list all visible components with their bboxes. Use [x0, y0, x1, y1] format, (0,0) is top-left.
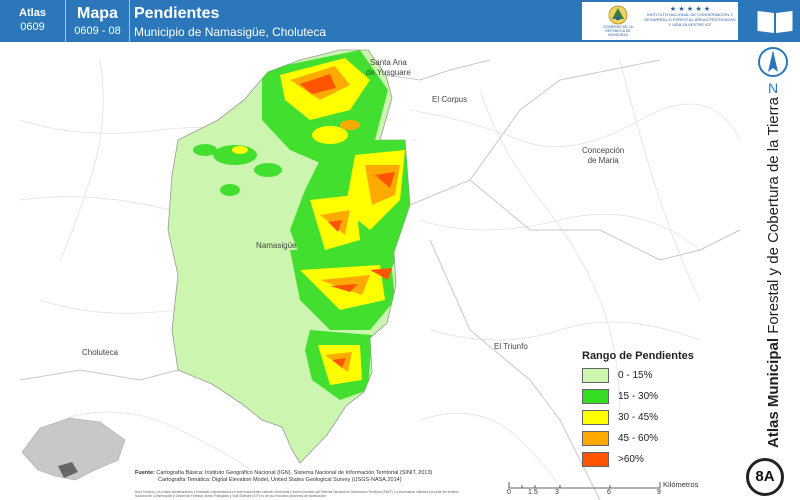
- right-sidebar: N: [750, 0, 800, 500]
- source-label: Fuente:: [135, 470, 155, 476]
- place-el-corpus: El Corpus: [432, 95, 468, 104]
- legend-label: 45 - 60%: [618, 433, 659, 444]
- atlas-cell: Atlas 0609: [0, 0, 66, 42]
- atlas-title-bold: Atlas Municipal: [765, 337, 782, 448]
- scale-tick: 6: [607, 489, 611, 496]
- slope-legend: Rango de Pendientes 0 - 15% 15 - 30% 30 - …: [582, 350, 732, 473]
- atlas-book-button[interactable]: [750, 0, 800, 42]
- road-network: [19, 59, 741, 491]
- atlas-title-rest: Forestal y de Cobertura de la Tierra: [765, 97, 782, 334]
- atlas-code: 0609: [20, 21, 45, 33]
- legend-swatch: [582, 410, 609, 425]
- legend-item: 45 - 60%: [582, 431, 732, 452]
- legend-swatch: [582, 431, 609, 446]
- municipal-borders: [19, 59, 741, 500]
- legend-swatch: [582, 389, 609, 404]
- source-line2: Cartografía Temática: Digital Elevation …: [158, 477, 402, 483]
- honduras-inset-map: [21, 417, 126, 481]
- place-el-triunfo: El Triunfo: [494, 342, 528, 351]
- scale-tick: 1.5: [528, 489, 538, 496]
- legend-title: Rango de Pendientes: [582, 350, 694, 362]
- slope-map: [19, 49, 741, 500]
- legend-swatch: [582, 368, 609, 383]
- legend-item: 0 - 15%: [582, 368, 732, 389]
- legend-label: >60%: [618, 454, 644, 465]
- icf-text: INSTITUTO NACIONAL DE CONSERVACIÓN Y DES…: [644, 12, 736, 27]
- coat-of-arms-icon: [608, 5, 628, 25]
- slope-layers: [193, 50, 410, 400]
- north-arrow-icon: [758, 47, 788, 77]
- map-title: Pendientes: [134, 5, 220, 22]
- place-santa-ana-de-yusguare: Santa Ana de Yusguare: [366, 58, 411, 77]
- atlas-label: Atlas: [19, 7, 46, 19]
- scale-tick: 0: [507, 489, 511, 496]
- legend-label: 30 - 45%: [618, 412, 659, 423]
- place-concepcion-de-maria: Concepción de Maria: [582, 146, 625, 165]
- scale-label: Kilómetros: [663, 480, 699, 489]
- legend-swatch: [582, 452, 609, 467]
- mapa-cell: Mapa 0609 - 08: [66, 0, 130, 42]
- legend-items: 0 - 15% 15 - 30% 30 - 45% 45 - 60% >60%: [582, 368, 732, 473]
- header-bar: Atlas 0609 Mapa 0609 - 08 Pendientes Mun…: [0, 0, 750, 42]
- svg-text:★ ★ ★ ★ ★: ★ ★ ★ ★ ★: [670, 5, 710, 12]
- source-block: Fuente: Cartografía Básica: Instituto Ge…: [135, 470, 465, 484]
- place-choluteca: Choluteca: [82, 348, 119, 357]
- north-label: N: [768, 80, 779, 96]
- map-subtitle: Municipio de Namasigüe, Choluteca: [134, 25, 327, 39]
- legend-label: 15 - 30%: [618, 391, 659, 402]
- scale-tick: 3: [555, 489, 559, 496]
- place-namasigue: Namasigüe: [256, 241, 297, 250]
- scale-tick: 9: [657, 489, 661, 496]
- icf-stars-icon: ★ ★ ★ ★ ★: [670, 5, 710, 12]
- technical-note: Nota Técnica: Los límites administrativo…: [135, 490, 459, 498]
- gov-text: GOBIERNO DE LA REPÚBLICA DE HONDURAS: [603, 25, 633, 37]
- legend-item: 30 - 45%: [582, 410, 732, 431]
- legend-label: 0 - 15%: [618, 370, 653, 381]
- open-book-icon: [757, 11, 793, 33]
- scale-bar: [508, 482, 661, 489]
- page-badge: 8A: [746, 458, 784, 496]
- logos-panel: GOBIERNO DE LA REPÚBLICA DE HONDURAS ★ ★…: [582, 2, 738, 40]
- mapa-code: 0609 - 08: [74, 25, 121, 37]
- mapa-label: Mapa: [77, 5, 118, 22]
- legend-item: 15 - 30%: [582, 389, 732, 410]
- title-cell: Pendientes Municipio de Namasigüe, Cholu…: [134, 0, 574, 42]
- legend-item: >60%: [582, 452, 732, 473]
- source-line1: Cartografía Básica: Instituto Geográfico…: [156, 470, 433, 476]
- atlas-vertical-title: Atlas Municipal Forestal y de Cobertura …: [765, 97, 782, 448]
